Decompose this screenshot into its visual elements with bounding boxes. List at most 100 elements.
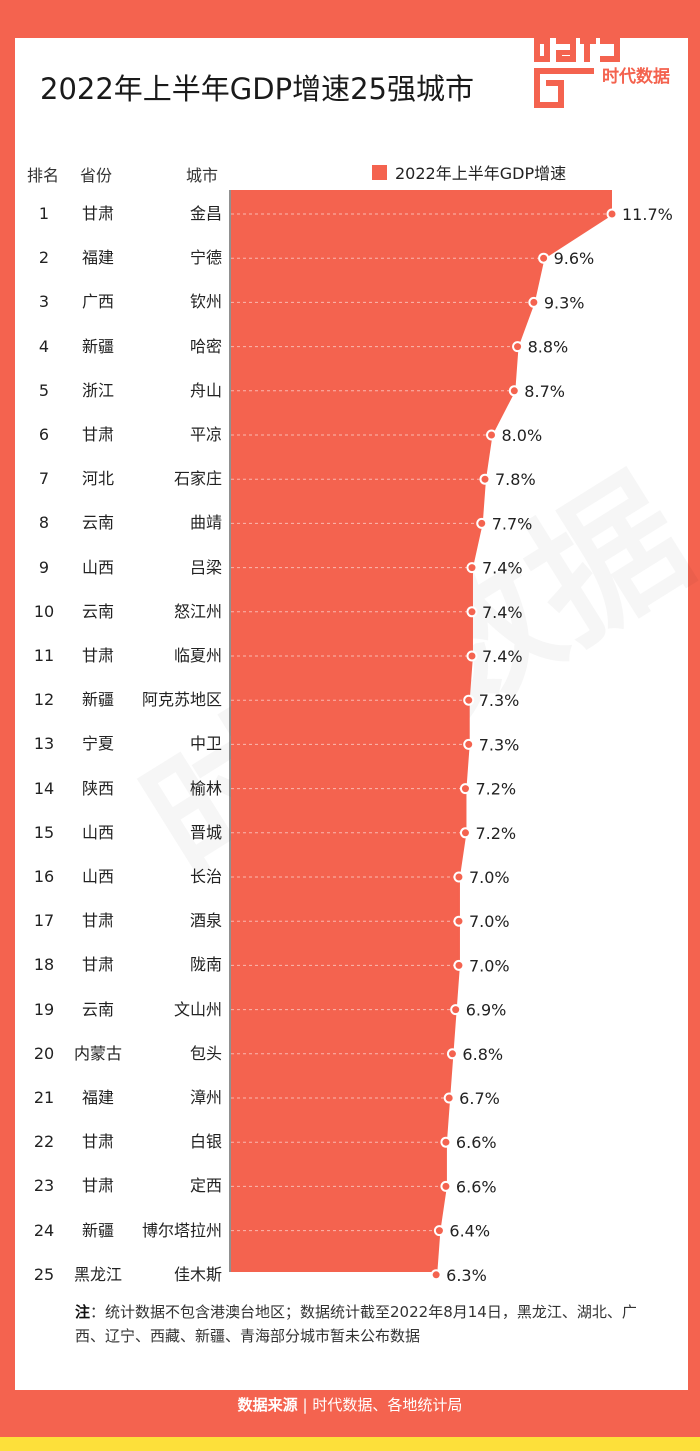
data-label: 7.0% xyxy=(469,912,510,931)
data-point xyxy=(465,696,473,704)
row-province: 云南 xyxy=(81,513,114,533)
row-rank: 19 xyxy=(33,999,55,1019)
data-point xyxy=(461,785,469,793)
row-province: 甘肃 xyxy=(81,646,114,665)
row-province: 甘肃 xyxy=(81,1176,114,1196)
row-province: 云南 xyxy=(81,999,114,1019)
data-label: 6.4% xyxy=(449,1222,490,1241)
row-city: 吕梁 xyxy=(189,557,222,577)
row-rank: 14 xyxy=(33,778,55,798)
header-rank: 排名 xyxy=(27,166,60,185)
row-rank: 6 xyxy=(38,425,50,444)
row-city: 临夏州 xyxy=(173,646,222,665)
data-label: 8.7% xyxy=(524,382,565,401)
data-point xyxy=(488,431,496,439)
row-city: 宁德 xyxy=(189,248,222,268)
row-rank: 11 xyxy=(33,646,55,665)
data-label: 7.3% xyxy=(479,691,520,710)
row-province: 甘肃 xyxy=(81,1132,114,1152)
row-city: 钦州 xyxy=(189,292,222,312)
data-point xyxy=(435,1227,443,1235)
row-city: 平凉 xyxy=(189,425,222,444)
brand-name: 时代数据 xyxy=(602,67,670,87)
data-label: 7.0% xyxy=(469,956,510,975)
row-rank: 4 xyxy=(38,336,50,356)
row-province: 山西 xyxy=(81,557,114,577)
data-label: 7.2% xyxy=(475,780,516,799)
row-city: 博尔塔拉州 xyxy=(141,1220,222,1240)
row-city: 晋城 xyxy=(189,822,222,842)
data-point xyxy=(442,1138,450,1146)
row-rank: 20 xyxy=(33,1043,55,1063)
data-point xyxy=(468,652,476,660)
row-province: 福建 xyxy=(81,248,114,268)
data-point xyxy=(530,298,538,306)
data-point xyxy=(461,829,469,837)
row-province: 广西 xyxy=(81,292,114,312)
row-rank: 10 xyxy=(33,601,55,621)
row-province: 云南 xyxy=(81,601,114,621)
row-province: 黑龙江 xyxy=(73,1264,122,1284)
row-province: 浙江 xyxy=(81,380,114,400)
data-point xyxy=(468,564,476,572)
data-point xyxy=(465,740,473,748)
row-city: 金昌 xyxy=(189,204,222,223)
row-rank: 16 xyxy=(33,867,55,886)
row-rank: 13 xyxy=(33,734,55,754)
chart-title: 2022年上半年GDP增速25强城市 xyxy=(40,72,474,106)
row-rank: 17 xyxy=(33,911,55,931)
source-separator: | xyxy=(302,1396,308,1414)
data-point xyxy=(455,917,463,925)
row-province: 甘肃 xyxy=(81,955,114,975)
row-rank: 3 xyxy=(38,292,50,312)
row-city: 文山州 xyxy=(173,999,222,1019)
row-rank: 9 xyxy=(38,557,50,577)
row-province: 新疆 xyxy=(81,336,114,356)
header-city: 城市 xyxy=(186,166,219,185)
source-text: 时代数据、各地统计局 xyxy=(312,1396,463,1414)
row-rank: 15 xyxy=(33,822,55,842)
row-rank: 23 xyxy=(33,1176,55,1196)
row-province: 新疆 xyxy=(81,690,114,710)
row-city: 怒江州 xyxy=(173,601,222,621)
row-province: 甘肃 xyxy=(81,911,114,931)
row-province: 甘肃 xyxy=(81,425,114,444)
data-point xyxy=(468,608,476,616)
row-province: 山西 xyxy=(81,867,114,886)
row-city: 漳州 xyxy=(189,1088,222,1107)
row-city: 佳木斯 xyxy=(173,1264,222,1284)
data-point xyxy=(452,1006,460,1014)
data-label: 7.4% xyxy=(482,559,523,578)
data-point xyxy=(510,387,518,395)
data-point xyxy=(448,1050,456,1058)
data-label: 7.4% xyxy=(482,647,523,666)
row-province: 福建 xyxy=(81,1088,114,1107)
data-point xyxy=(540,254,548,262)
data-source: 数据来源 | 时代数据、各地统计局 xyxy=(0,1394,700,1415)
data-label: 7.7% xyxy=(492,514,533,533)
row-rank: 22 xyxy=(33,1132,55,1152)
brand-logo xyxy=(534,22,620,108)
data-point xyxy=(432,1271,440,1279)
row-province: 甘肃 xyxy=(81,204,114,223)
data-point xyxy=(442,1182,450,1190)
data-label: 6.6% xyxy=(456,1177,497,1196)
data-label: 6.7% xyxy=(459,1089,500,1108)
header-province: 省份 xyxy=(80,166,113,185)
bottom-stripe xyxy=(0,1437,700,1451)
data-label: 6.3% xyxy=(446,1266,487,1285)
data-label: 7.0% xyxy=(469,868,510,887)
data-label: 9.6% xyxy=(554,249,595,268)
data-label: 11.7% xyxy=(622,205,673,224)
data-point xyxy=(445,1094,453,1102)
row-rank: 25 xyxy=(33,1264,55,1284)
source-label: 数据来源 xyxy=(237,1396,298,1414)
data-label: 6.8% xyxy=(462,1045,503,1064)
data-point xyxy=(514,343,522,351)
row-rank: 2 xyxy=(38,248,50,268)
data-label: 6.6% xyxy=(456,1133,497,1152)
data-point xyxy=(608,210,616,218)
data-label: 6.9% xyxy=(466,1001,507,1020)
data-label: 7.8% xyxy=(495,470,536,489)
